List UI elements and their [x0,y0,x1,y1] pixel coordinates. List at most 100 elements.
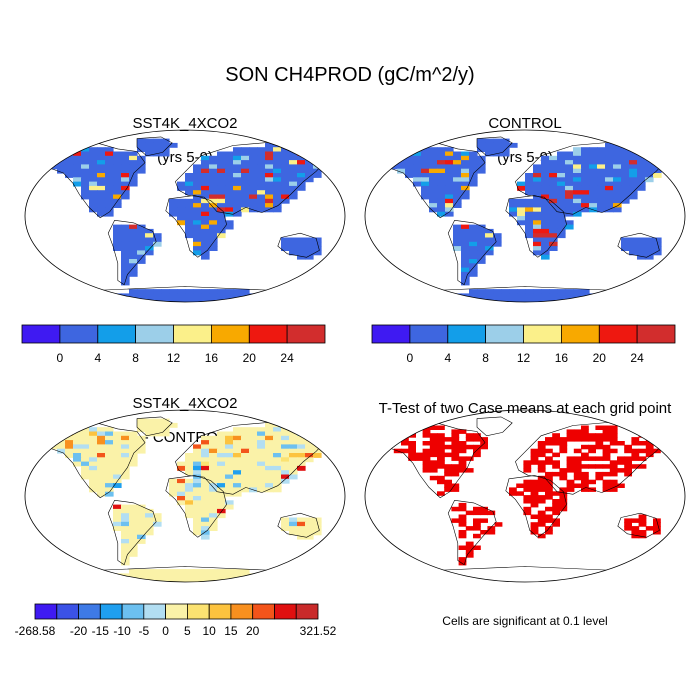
map-cell [613,164,622,170]
map-cell [645,444,654,450]
map-cell [533,198,542,204]
map-cell [469,233,478,239]
map-cell [161,138,170,144]
map-cell [241,302,250,307]
map-cell [209,220,218,226]
map-cell [573,483,582,488]
map-cell [217,461,226,467]
map-cell [145,138,154,144]
map-cell [97,211,106,217]
map-cell [185,478,194,484]
map-cell [81,173,90,178]
map-cell [581,181,590,187]
map-cell [81,147,90,153]
map-cell [137,246,146,251]
map-cell [225,168,234,174]
map-cell [429,177,438,183]
map-cell [129,448,138,454]
map-cell [451,433,460,438]
map-cell [397,302,406,307]
map-cell [73,181,82,187]
map-cell [581,437,589,442]
map-cell [588,456,596,461]
map-cell [97,207,106,213]
map-cell [517,203,526,208]
map-cell [602,487,611,492]
map-cell [89,302,98,307]
map-cell [153,431,162,437]
map-cell [281,453,290,458]
map-cell [413,302,422,307]
map-cell [637,254,646,260]
map-cell [281,293,290,299]
map-cell [509,302,518,307]
map-cell [265,483,274,488]
map-cell [201,483,210,488]
map-cell [113,173,122,178]
map-cell [453,185,462,191]
map-cell [313,526,322,531]
map-cell [201,216,210,221]
map-cell [537,475,546,481]
colorbar-3 [34,603,319,620]
map-cell [201,435,210,441]
map-cell [121,177,130,183]
colorbar-tick-label: 0 [56,351,64,365]
map-cell [65,435,74,441]
map-cell [201,246,210,251]
map-cell [321,297,330,302]
map-cell [233,207,242,213]
map-cell [537,468,546,473]
map-cell [145,418,154,424]
map-cell [566,456,575,461]
map-cell [602,448,611,454]
map-cell [589,155,598,161]
map-cell [597,151,606,157]
map-cell [453,246,462,251]
map-cell [233,453,242,458]
map-cell [605,198,614,204]
map-cell [509,491,517,496]
map-cell [193,582,202,587]
map-cell [121,465,130,471]
map-cell [121,435,130,441]
map-cell [581,155,590,161]
map-cell [653,173,662,178]
map-cell [613,203,622,208]
map-cell [461,276,470,282]
map-cell [241,168,250,174]
colorbar-tick-label: 12 [166,351,181,365]
map-cell [405,160,414,165]
map-cell [631,518,640,523]
map-cell [105,211,114,217]
map-cell [105,582,114,587]
map-cell [313,453,322,458]
map-cell [193,573,202,579]
map-cell [297,465,306,471]
map-cell [265,427,274,433]
map-cell [453,228,462,234]
map-cell [145,521,154,527]
map-cell [473,522,481,527]
map-cell [201,521,210,527]
map-cell [477,259,486,264]
map-cell [637,293,646,299]
map-cell [137,250,146,256]
map-cell [185,500,194,506]
map-cell [313,582,322,587]
map-cell [589,198,598,204]
map-cell [201,461,210,467]
map-cell [137,254,146,260]
map-cell [617,460,625,465]
map-cell [517,207,526,213]
map-cell [444,437,452,442]
map-cell [552,433,560,438]
map-cell [473,448,481,454]
map-cell [653,246,662,251]
map-cell [305,431,314,437]
map-cell [57,293,66,299]
map-cell [413,155,422,161]
colorbar-tick-label: 4 [444,351,452,365]
map-cell [257,185,266,191]
map-cell [201,573,210,579]
